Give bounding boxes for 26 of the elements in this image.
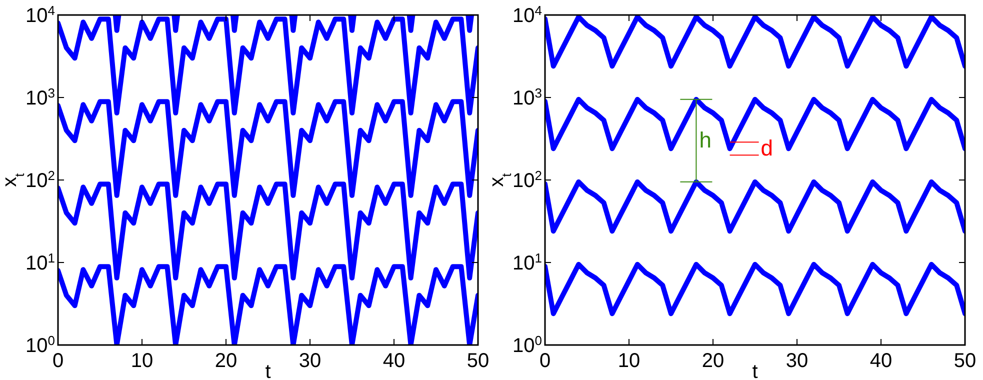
x-tick-label: 20 [214, 350, 238, 372]
y-tick-label: 10$^{2}$ [26, 168, 55, 192]
x-axis-title: t [265, 361, 272, 380]
x-tick-label: 30 [786, 350, 808, 372]
x-tick-label: 10 [618, 350, 640, 372]
y-tick-label: 10$^{1}$ [512, 250, 542, 274]
y-tick-label: 10$^{0}$ [512, 332, 542, 357]
x-tick-label: 0 [539, 350, 551, 372]
y-tick-label: 10$^{1}$ [26, 250, 55, 274]
x-tick-label: 50 [466, 350, 490, 372]
x-tick-label: 50 [954, 350, 976, 372]
x-tick-label: 20 [702, 350, 724, 372]
annotation: h [699, 128, 712, 153]
y-tick-label: 10$^{3}$ [26, 85, 55, 110]
annotation: d [760, 136, 774, 161]
x-axis-title: t [752, 361, 758, 380]
y-tick-label: 10$^{3}$ [512, 85, 542, 110]
y-tick-label: 10$^{0}$ [26, 332, 55, 357]
x-tick-label: 40 [382, 350, 406, 372]
y-tick-label: 10$^{2}$ [512, 168, 542, 192]
x-tick-label: 40 [870, 350, 892, 372]
x-tick-label: 10 [130, 350, 154, 372]
y-tick-label: 10$^{4}$ [512, 2, 542, 27]
x-tick-label: 0 [52, 350, 64, 372]
y-tick-label: 10$^{4}$ [26, 2, 55, 27]
x-tick-label: 30 [298, 350, 322, 372]
